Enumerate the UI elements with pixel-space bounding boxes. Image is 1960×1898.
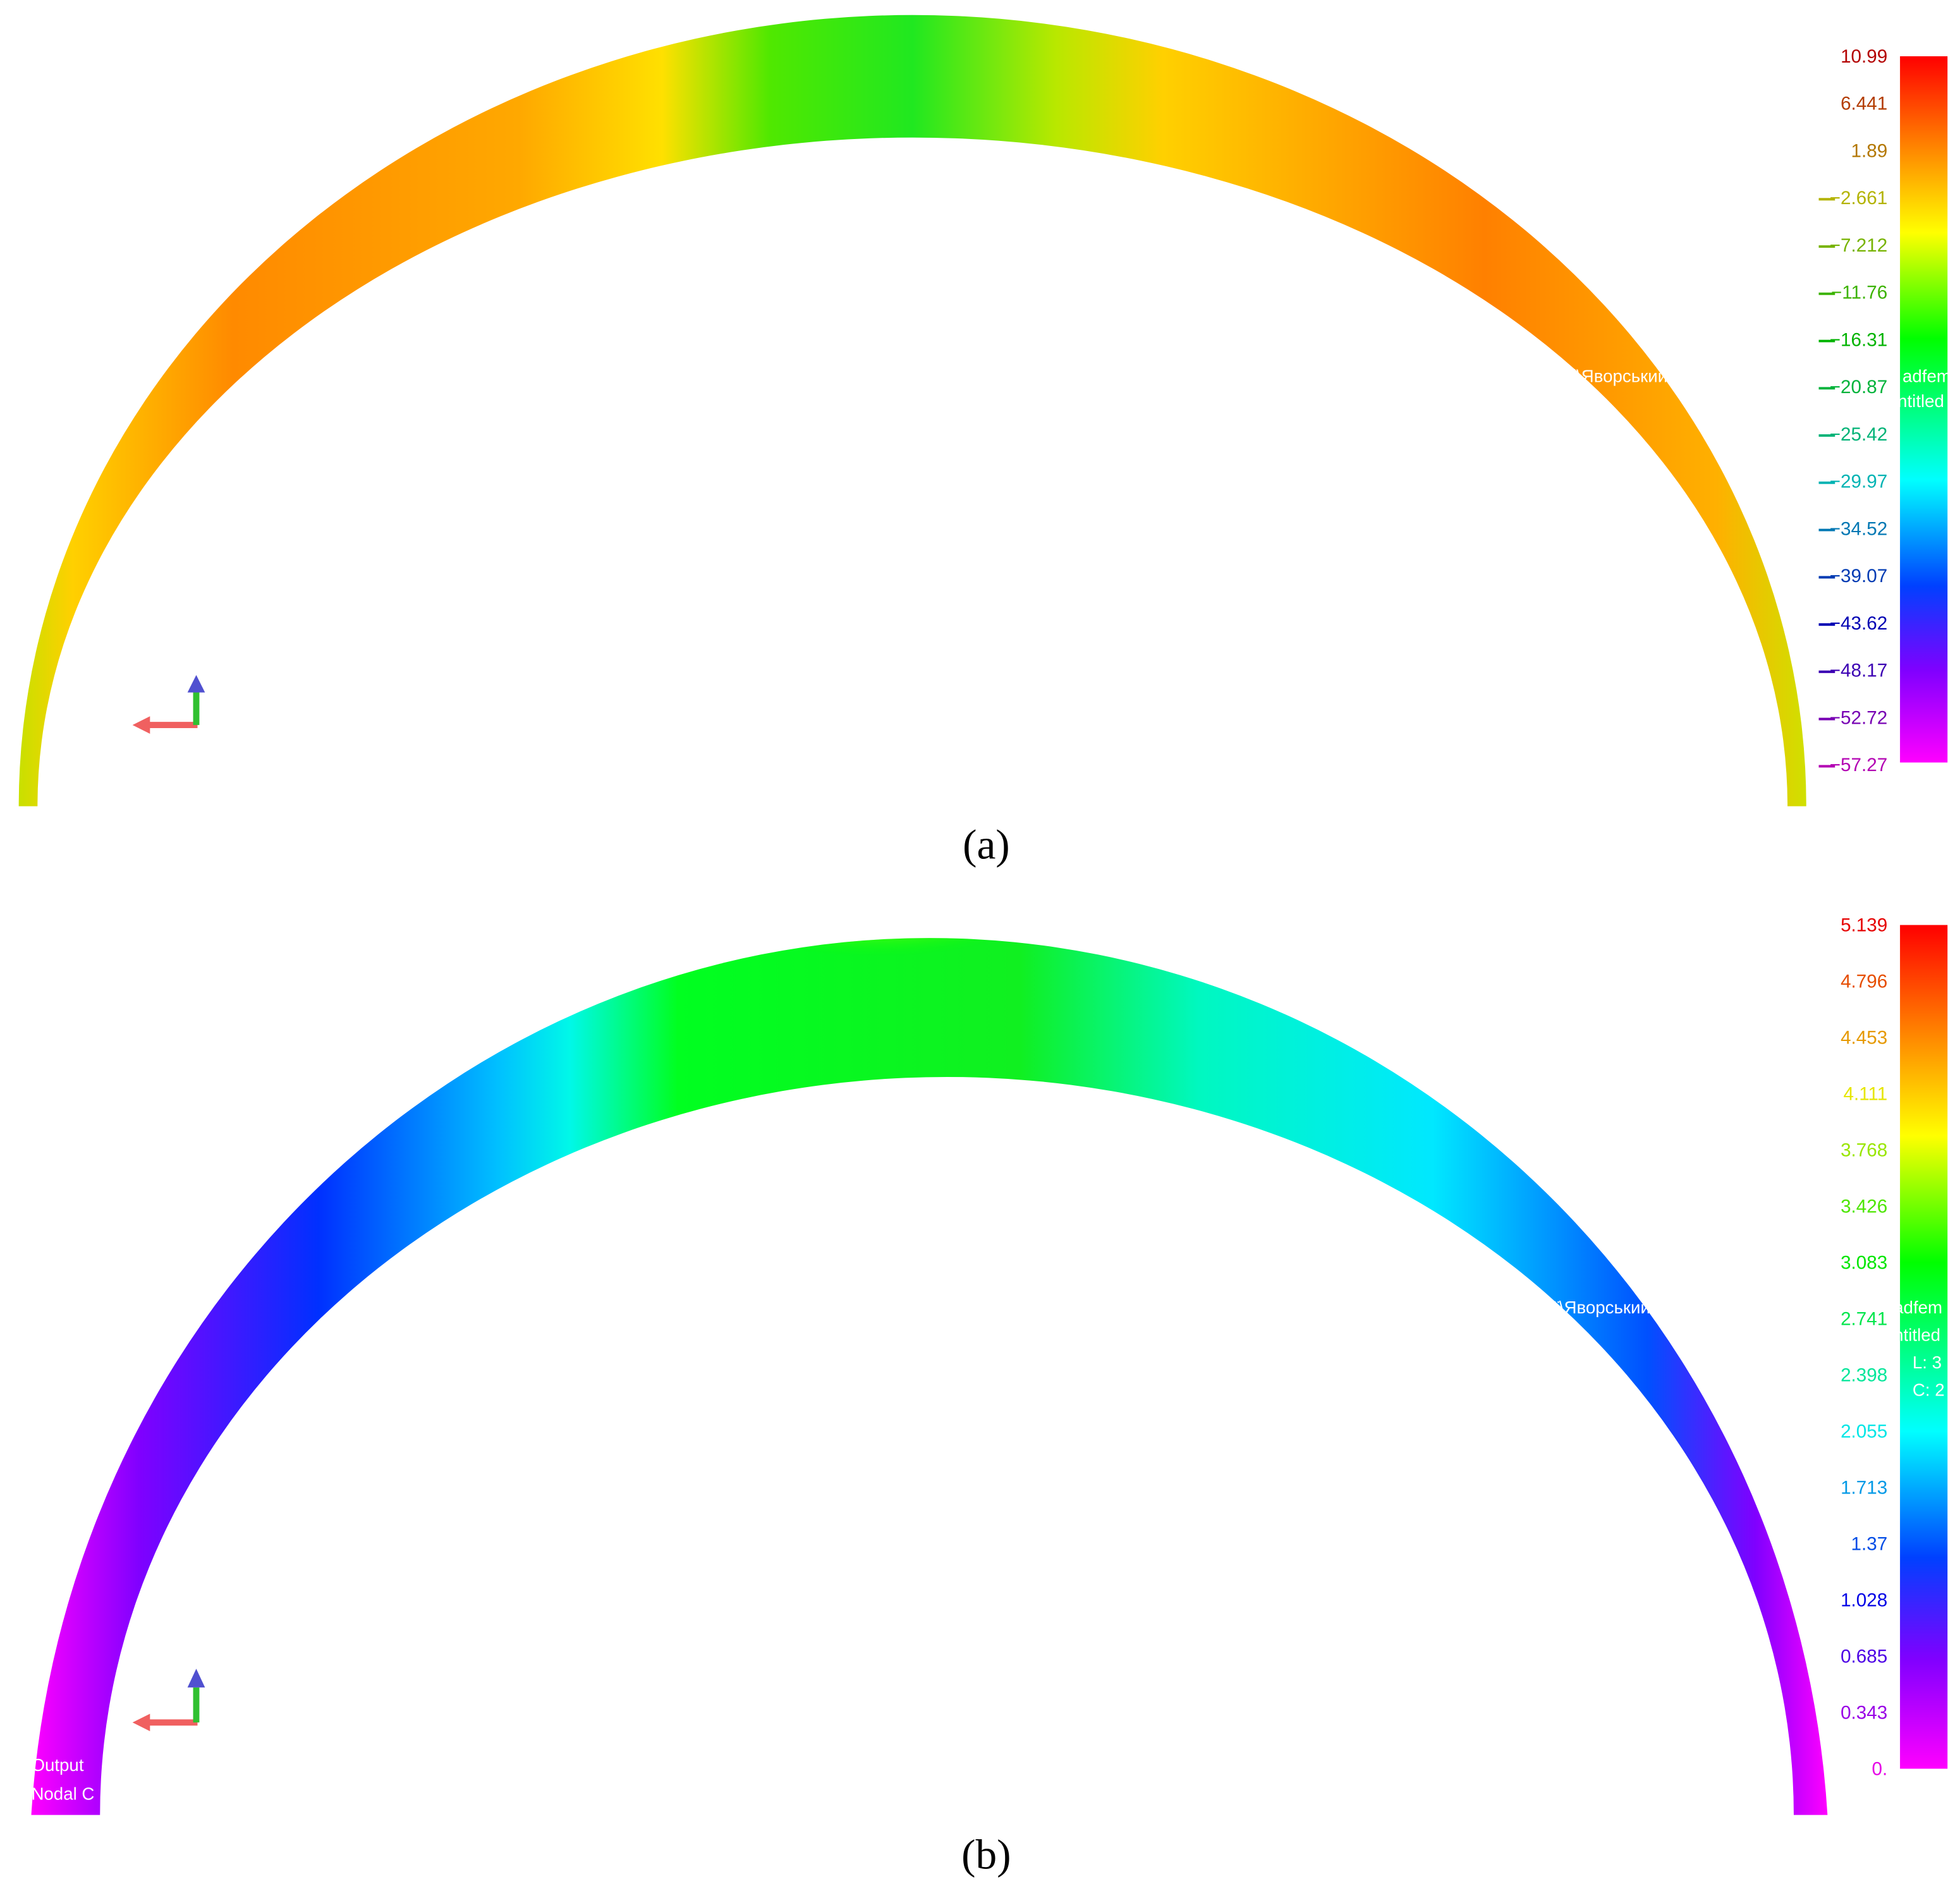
legend-label: 2.398 <box>1841 1365 1887 1385</box>
color-bar <box>1900 56 1948 763</box>
caption: (b) <box>961 1830 1011 1878</box>
overlay-text: ntitled <box>1897 391 1944 411</box>
legend-label: 6.441 <box>1841 94 1887 114</box>
legend-label: 2.055 <box>1841 1421 1887 1442</box>
legend-label: −16.31 <box>1830 329 1888 350</box>
axis-triad <box>132 674 205 734</box>
legend-label: −25.42 <box>1830 424 1888 445</box>
legend-label: 5.139 <box>1841 915 1887 935</box>
overlay-text: Output <box>31 1755 83 1775</box>
legend-label: −43.62 <box>1830 613 1888 634</box>
legend-label: −52.72 <box>1830 707 1888 728</box>
legend-label: −57.27 <box>1830 755 1888 776</box>
caption: (a) <box>963 820 1010 868</box>
arch-contour <box>31 938 1828 1815</box>
legend-label: −29.97 <box>1830 471 1888 492</box>
legend-label: 1.028 <box>1841 1590 1887 1610</box>
arch-contour <box>18 15 1806 806</box>
legend-label: −39.07 <box>1830 566 1888 587</box>
legend-label: 0. <box>1872 1758 1888 1779</box>
color-bar <box>1900 925 1948 1769</box>
legend-label: 3.083 <box>1841 1252 1887 1273</box>
overlay-text: L: 3 <box>1913 1353 1942 1372</box>
hot-spot <box>637 938 1113 1013</box>
legend-label: 4.796 <box>1841 971 1887 992</box>
legend-label: −34.52 <box>1830 518 1888 539</box>
legend-label: −48.17 <box>1830 660 1888 681</box>
legend-label: −20.87 <box>1830 377 1888 398</box>
legend-label: 0.343 <box>1841 1702 1887 1723</box>
axis-triad <box>132 1669 205 1732</box>
overlay-text: ntitled <box>1894 1325 1940 1344</box>
legend-label: 0.685 <box>1841 1646 1887 1667</box>
legend-label: −7.212 <box>1830 235 1888 256</box>
overlay-text: рецензії\Яворський Ол <box>1494 1298 1679 1317</box>
legend-label: −11.76 <box>1831 283 1887 303</box>
legend-label: 2.741 <box>1841 1308 1887 1329</box>
legend-label: 4.111 <box>1843 1083 1887 1104</box>
legend-label: 10.99 <box>1841 46 1887 67</box>
overlay-text: adfem <box>1902 367 1951 386</box>
overlay-text: Nodal C <box>31 1784 94 1803</box>
legend-label: 1.37 <box>1851 1533 1888 1554</box>
overlay-text: ці\Яворський О <box>1562 367 1686 386</box>
legend-label: 4.453 <box>1841 1027 1887 1048</box>
overlay-text: adfem <box>1894 1298 1942 1317</box>
legend-label: 1.89 <box>1851 140 1888 161</box>
legend-label: 1.713 <box>1841 1477 1887 1498</box>
legend-label: 3.768 <box>1841 1140 1887 1160</box>
legend-label: −2.661 <box>1830 188 1888 209</box>
overlay-text: C: 2 <box>1913 1380 1945 1400</box>
legend-label: 3.426 <box>1841 1196 1887 1217</box>
